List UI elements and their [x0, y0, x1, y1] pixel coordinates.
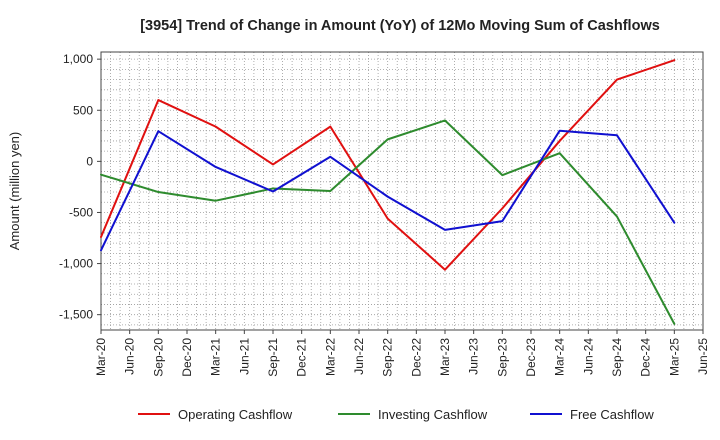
series-line-free-cashflow [100, 129, 676, 252]
x-tick-label: Mar-20 [94, 338, 108, 376]
x-tick-label: Sep-20 [151, 338, 165, 377]
series-lines [100, 59, 676, 325]
chart-title: [3954] Trend of Change in Amount (YoY) o… [140, 18, 660, 34]
x-tick-label: Sep-24 [610, 338, 624, 377]
legend-label-operating-cashflow: Operating Cashflow [178, 407, 293, 422]
x-tick-label: Dec-21 [295, 338, 309, 377]
y-tick-label: -1,500 [59, 308, 93, 322]
x-tick-label: Jun-22 [352, 338, 366, 375]
x-tick-label: Sep-21 [266, 338, 280, 377]
axes: 1,000 500 0 -500 -1,000 -1,500 Mar-20 Jun-20 Sep… [59, 51, 710, 377]
grid [100, 52, 704, 330]
legend-label-free-cashflow: Free Cashflow [570, 407, 654, 422]
x-tick-label: Mar-22 [323, 338, 337, 376]
y-tick-label: 500 [73, 103, 93, 117]
x-tick-label: Dec-23 [524, 338, 538, 377]
x-tick-label: Sep-23 [495, 338, 509, 377]
x-tick-label: Dec-20 [180, 338, 194, 377]
x-tick-label: Dec-22 [409, 338, 423, 377]
y-tick-label: 0 [86, 154, 93, 168]
plot-frame [100, 51, 704, 331]
x-tick-label: Jun-23 [467, 338, 481, 375]
y-tick-label: -500 [69, 205, 93, 219]
y-axis-label: Amount (million yen) [7, 132, 22, 251]
y-tick-label: 1,000 [63, 52, 93, 66]
x-tick-label: Jun-21 [237, 338, 251, 375]
x-tick-label: Jun-24 [581, 338, 595, 375]
legend: Operating Cashflow Investing Cashflow Free… [138, 407, 654, 422]
x-tick-label: Sep-22 [381, 338, 395, 377]
x-tick-label: Jun-25 [696, 338, 710, 375]
legend-label-investing-cashflow: Investing Cashflow [378, 407, 488, 422]
x-tick-label: Mar-23 [438, 338, 452, 376]
x-tick-label: Mar-24 [553, 338, 567, 376]
series-line-investing-cashflow [100, 119, 676, 325]
series-line-operating-cashflow [100, 59, 676, 271]
x-tick-label: Jun-20 [123, 338, 137, 375]
x-tick-label: Mar-25 [667, 338, 681, 376]
x-tick-label: Dec-24 [639, 338, 653, 377]
x-tick-label: Mar-21 [209, 338, 223, 376]
y-tick-label: -1,000 [59, 257, 93, 271]
